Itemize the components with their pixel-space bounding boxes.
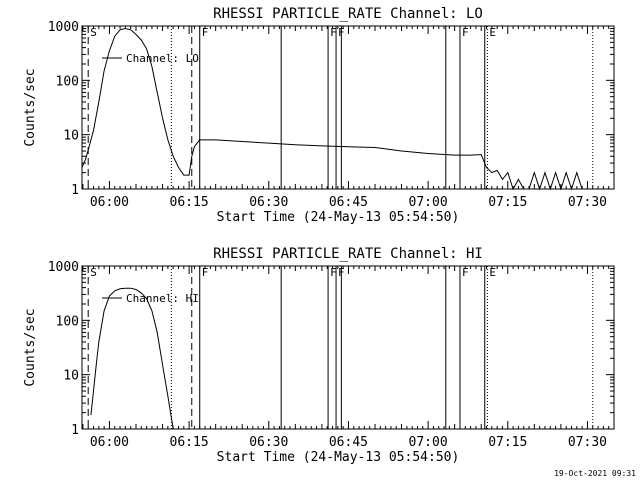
- y-tick-label: 100: [56, 314, 79, 329]
- x-axis-label: Start Time (24-May-13 05:54:50): [217, 450, 460, 465]
- chart-title: RHESSI PARTICLE_RATE Channel: HI: [213, 246, 483, 262]
- y-tick-label: 1000: [48, 20, 79, 35]
- y-tick-label: 1: [71, 183, 79, 198]
- x-tick-label: 06:00: [90, 435, 129, 450]
- y-tick-label: 1000: [48, 260, 79, 275]
- event-marker-label: F: [462, 26, 469, 39]
- x-tick-label: 06:00: [90, 195, 129, 210]
- x-tick-label: 06:45: [329, 195, 368, 210]
- y-tick-label: 10: [63, 129, 79, 144]
- series-line: [81, 27, 588, 191]
- chart-panel-2: RHESSI PARTICLE_RATE Channel: HI 1 10 100 10…: [23, 246, 615, 465]
- event-marker-label: F: [330, 26, 337, 39]
- plot-frame: [81, 25, 615, 190]
- event-marker-label: F: [462, 266, 469, 279]
- x-tick-label: 06:15: [170, 195, 209, 210]
- plot-frame: [81, 265, 615, 430]
- x-axis-label: Start Time (24-May-13 05:54:50): [217, 210, 460, 225]
- y-tick-label: 10: [63, 369, 79, 384]
- y-tick-label: 100: [56, 74, 79, 89]
- legend-label: Channel: LO: [126, 52, 199, 65]
- x-tick-label: 07:30: [568, 435, 607, 450]
- x-tick-label: 07:15: [488, 195, 527, 210]
- print-timestamp: 19-Oct-2021 09:31: [554, 469, 636, 478]
- event-marker-label: E: [489, 266, 496, 279]
- x-tick-label: 06:45: [329, 435, 368, 450]
- x-tick-label: 06:30: [249, 435, 288, 450]
- event-marker-label: F: [202, 26, 209, 39]
- event-marker-label: F: [330, 266, 337, 279]
- chart-panel-1: RHESSI PARTICLE_RATE Channel: LO 1 10 100 10…: [23, 6, 615, 225]
- y-tick-label: 1: [71, 423, 79, 438]
- x-tick-label: 07:00: [409, 435, 448, 450]
- event-marker-label: E: [489, 26, 496, 39]
- event-marker-label: F: [202, 266, 209, 279]
- y-axis-label: Counts/sec: [23, 308, 38, 386]
- x-tick-label: 07:00: [409, 195, 448, 210]
- series-line: [90, 287, 174, 430]
- x-tick-label: 06:30: [249, 195, 288, 210]
- x-tick-label: 07:30: [568, 195, 607, 210]
- x-tick-label: 06:15: [170, 435, 209, 450]
- event-marker-label: S: [90, 26, 97, 39]
- y-axis-label: Counts/sec: [23, 68, 38, 146]
- event-marker-label: S: [90, 266, 97, 279]
- legend-label: Channel: HI: [126, 292, 199, 305]
- chart-title: RHESSI PARTICLE_RATE Channel: LO: [213, 6, 483, 22]
- x-tick-label: 07:15: [488, 435, 527, 450]
